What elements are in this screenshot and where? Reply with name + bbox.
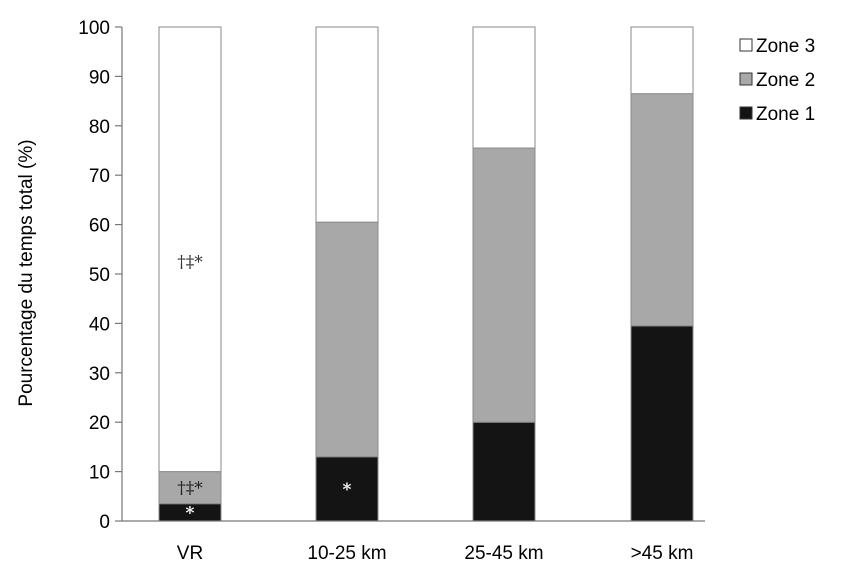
- y-tick-label: 100: [78, 18, 110, 39]
- annotation-vr-zone-2: †‡*: [177, 479, 203, 499]
- legend-swatch-zone-2: [739, 72, 753, 86]
- legend-label-zone-1: Zone 1: [756, 104, 815, 125]
- x-tick-label: >45 km: [631, 543, 694, 563]
- y-tick-label: 10: [89, 463, 110, 484]
- y-tick-label: 90: [89, 67, 110, 88]
- annotation-10-25-km-zone-1: *: [343, 480, 352, 500]
- y-tick-label: 50: [89, 265, 110, 286]
- y-tick-label: 20: [89, 413, 110, 434]
- y-tick-label: 70: [89, 166, 110, 187]
- legend-swatch-zone-3: [739, 38, 753, 52]
- bar-zone-1-10-25-km: [315, 456, 379, 522]
- legend-label-zone-2: Zone 2: [756, 70, 815, 91]
- y-tick-label: 0: [99, 512, 110, 533]
- y-tick-label: 80: [89, 117, 110, 138]
- y-tick-label: 40: [89, 314, 110, 335]
- x-tick-label: VR: [177, 543, 203, 563]
- annotation-vr-zone-3: †‡*: [177, 253, 203, 273]
- y-axis-label: Pourcentage du temps total (%): [16, 139, 37, 406]
- bar-zone-2-vr: [158, 471, 222, 505]
- bar-zone-1-25-45-km: [472, 421, 536, 522]
- y-axis: 0 10 20 30 40 50 60 70 80 90 100: [78, 18, 123, 533]
- bar-zone-1-45-km: [630, 325, 694, 522]
- legend-label-zone-3: Zone 3: [756, 36, 815, 57]
- bar-zone-2-10-25-km: [315, 221, 379, 458]
- bar-zone-2-25-45-km: [472, 147, 536, 423]
- legend-swatch-zone-1: [739, 106, 753, 120]
- x-tick-label: 10-25 km: [307, 543, 386, 563]
- y-tick-label: 30: [89, 364, 110, 385]
- bars: [158, 26, 694, 522]
- annotation-vr-zone-1: *: [186, 503, 195, 523]
- annotations: †‡* †‡* * *: [177, 253, 351, 524]
- bar-zone-2-45-km: [630, 93, 694, 327]
- bar-zone-3-25-45-km: [472, 26, 536, 149]
- bar-zone-3-vr: [158, 26, 222, 473]
- x-tick-label: 25-45 km: [464, 543, 543, 563]
- x-axis: VR 10-25 km 25-45 km >45 km: [122, 520, 705, 563]
- bar-zone-3-45-km: [630, 26, 694, 95]
- bar-zone-3-10-25-km: [315, 26, 379, 223]
- y-tick-label: 60: [89, 216, 110, 237]
- legend: Zone 3 Zone 2 Zone 1: [739, 36, 815, 125]
